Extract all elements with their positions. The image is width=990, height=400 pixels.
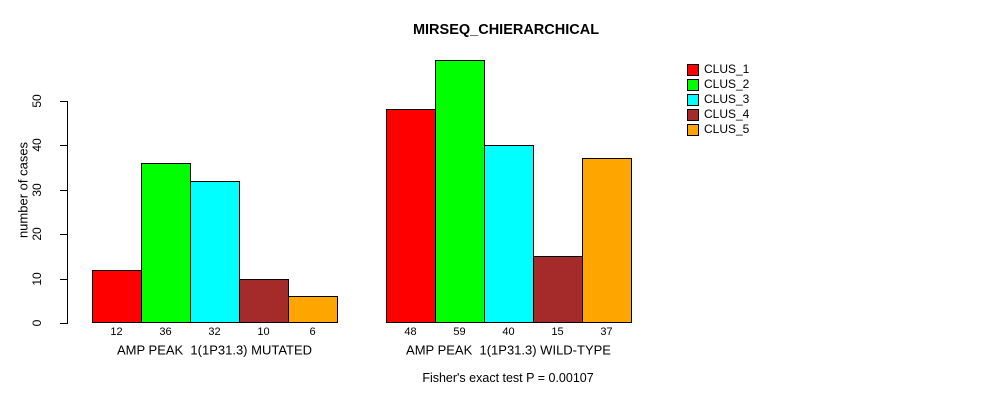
bar-clus-3-group-1: [190, 180, 240, 323]
legend-item: CLUS_3: [687, 92, 749, 107]
bar-value-label: 37: [600, 326, 613, 338]
legend-swatch-clus-3: [687, 93, 699, 106]
bar-clus-4-group-1: [239, 278, 289, 323]
legend-item: CLUS_5: [687, 122, 749, 137]
y-tick: [60, 323, 67, 324]
legend-label: CLUS_1: [704, 62, 750, 76]
y-tick-label: 0: [30, 319, 44, 327]
y-tick: [60, 145, 67, 146]
legend-label: CLUS_4: [704, 107, 750, 121]
y-axis-label: number of cases: [15, 141, 31, 239]
y-tick: [60, 189, 67, 191]
x-group-label-1: AMP PEAK 1(1P31.3) MUTATED: [116, 342, 313, 358]
bar-clus-1-group-1: [92, 269, 142, 323]
y-tick: [60, 100, 67, 102]
y-tick-label: 20: [30, 227, 44, 241]
legend-label: CLUS_5: [704, 122, 750, 136]
bar-value-label: 36: [159, 326, 172, 338]
legend-item: CLUS_4: [687, 107, 749, 122]
bar-clus-5-group-2: [582, 158, 632, 323]
bar-clus-1-group-2: [386, 109, 436, 323]
y-tick-label: 30: [30, 182, 44, 197]
legend-item: CLUS_2: [687, 77, 749, 92]
bar-value-label: 59: [453, 326, 466, 338]
bar-value-label: 12: [110, 326, 123, 338]
legend-swatch-clus-2: [687, 78, 699, 91]
bar-value-label: 40: [502, 326, 515, 338]
legend-swatch-clus-4: [687, 108, 699, 121]
legend-swatch-clus-1: [687, 63, 699, 76]
bar-value-label: 10: [257, 326, 270, 338]
legend: CLUS_1 CLUS_2 CLUS_3 CLUS_4 CLUS_5: [687, 62, 749, 137]
bar-clus-2-group-2: [435, 60, 485, 323]
bar-value-label: 32: [208, 326, 221, 338]
bar-clus-2-group-1: [141, 162, 191, 323]
legend-label: CLUS_3: [704, 92, 750, 106]
bar-clus-5-group-1: [288, 296, 338, 323]
bar-clus-3-group-2: [484, 145, 534, 323]
y-tick-label: 50: [30, 93, 44, 108]
bar-value-label: 6: [309, 326, 316, 338]
legend-swatch-clus-5: [687, 123, 699, 136]
bar-value-label: 48: [404, 326, 417, 338]
bar-clus-4-group-2: [533, 256, 583, 324]
y-tick: [60, 234, 67, 235]
y-axis-line: [67, 100, 68, 324]
chart-title: MIRSEQ_CHIERARCHICAL: [412, 22, 600, 38]
legend-label: CLUS_2: [704, 77, 750, 91]
x-group-label-2: AMP PEAK 1(1P31.3) WILD-TYPE: [406, 342, 611, 358]
legend-item: CLUS_1: [687, 62, 749, 77]
y-tick-label: 10: [30, 271, 44, 286]
fisher-test-annotation: Fisher's exact test P = 0.00107: [422, 371, 594, 385]
y-tick-label: 40: [30, 138, 44, 152]
bar-value-label: 15: [551, 326, 564, 338]
y-tick: [60, 278, 67, 280]
